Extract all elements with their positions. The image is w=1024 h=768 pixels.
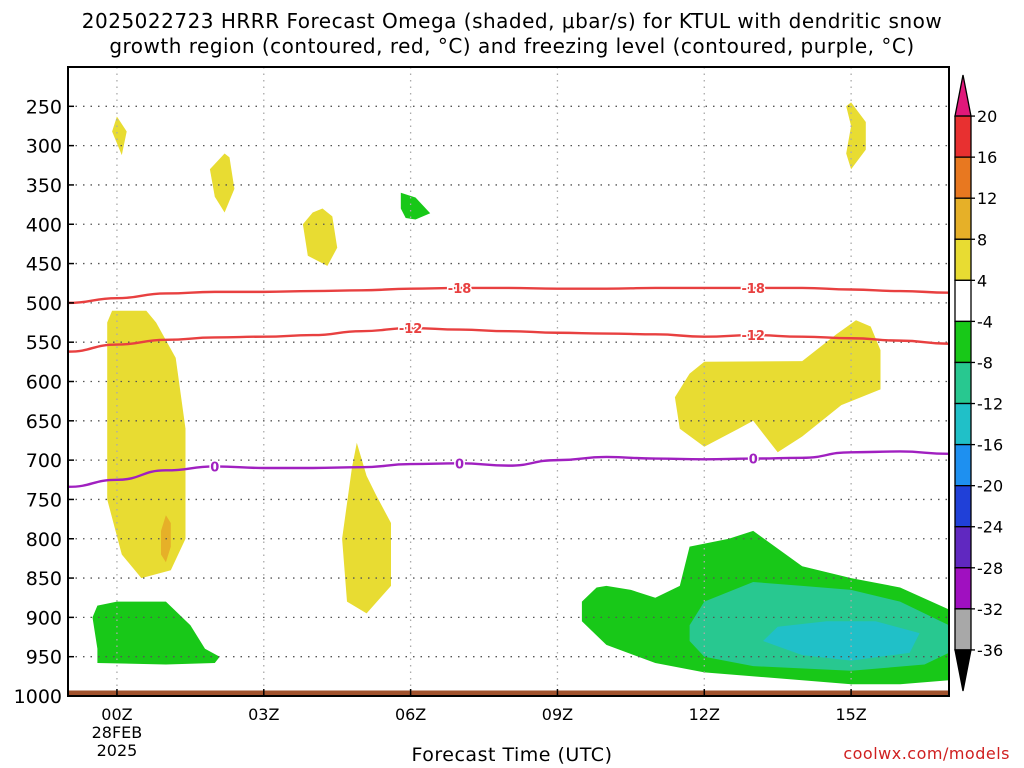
omega-region-2 <box>302 208 338 266</box>
contour-line-2 <box>67 450 950 489</box>
colorbar-label: 4 <box>977 271 987 290</box>
colorbar-segment <box>954 156 972 199</box>
colorbar-segment <box>954 485 972 528</box>
y-tick-label: 300 <box>26 136 62 158</box>
y-tick-label: 1000 <box>14 686 62 708</box>
colorbar-label: -36 <box>977 641 1003 660</box>
ground-surface <box>68 690 949 696</box>
colorbar-label: -24 <box>977 518 1003 537</box>
contour-label: 0 <box>749 453 758 468</box>
colorbar-label: 20 <box>977 107 997 126</box>
colorbar-label: -4 <box>977 312 993 331</box>
y-tick-label: 850 <box>26 568 62 590</box>
y-tick-label: 450 <box>26 254 62 276</box>
colorbar-segment <box>954 320 972 364</box>
x-tick-label: 12Z <box>689 705 720 724</box>
colorbar-label: 16 <box>977 148 997 167</box>
x-tick-year: 2025 <box>97 741 138 760</box>
colorbar-segment <box>954 361 972 405</box>
temperature-contours: -18 -18 -12 -12 0 0 0 <box>67 280 950 489</box>
y-tick-label: 350 <box>26 175 62 197</box>
colorbar-label: -16 <box>977 436 1003 455</box>
colorbar-label: -20 <box>977 477 1003 496</box>
x-tick-label: 00Z <box>101 705 132 724</box>
colorbar-segment <box>954 567 972 610</box>
colorbar-segment <box>954 115 972 158</box>
contour-label: -18 <box>741 282 765 297</box>
colorbar-segment <box>954 526 972 569</box>
omega-region-12 <box>763 621 920 661</box>
x-tick-label: 03Z <box>248 705 279 724</box>
x-axis-label: Forecast Time (UTC) <box>411 744 613 766</box>
y-tick-label: 500 <box>26 293 62 315</box>
x-tick-date: 28FEB <box>92 723 143 742</box>
contour-label: 0 <box>210 460 219 475</box>
colorbar-segment <box>954 238 972 281</box>
x-tick-label: 06Z <box>395 705 426 724</box>
colorbar-segment <box>954 197 972 240</box>
colorbar: 20 16 12 8 4 -4 -8 -12 -16 -20 -24 -28 -32 -36 <box>954 74 1003 692</box>
omega-region-1 <box>209 153 235 213</box>
omega-region-4 <box>107 310 186 579</box>
colorbar-label: -8 <box>977 353 993 372</box>
y-tick-label: 750 <box>26 489 62 511</box>
y-tick-label: 400 <box>26 214 62 236</box>
y-tick-label: 900 <box>26 607 62 629</box>
contour-line-1 <box>67 326 950 353</box>
omega-region-3 <box>846 102 866 170</box>
omega-region-8 <box>92 601 220 665</box>
contour-label: -12 <box>741 329 765 344</box>
y-tick-label: 950 <box>26 647 62 669</box>
y-tick-label: 700 <box>26 450 62 472</box>
colorbar-label: -28 <box>977 559 1003 578</box>
colorbar-segment <box>954 279 972 323</box>
y-tick-label: 550 <box>26 332 62 354</box>
source-credit: coolwx.com/models <box>843 744 1010 763</box>
colorbar-label: 8 <box>977 230 987 249</box>
colorbar-segment <box>954 443 972 487</box>
chart-title-line1: 2025022723 HRRR Forecast Omega (shaded, … <box>81 9 943 33</box>
colorbar-segment <box>954 608 972 651</box>
contour-line-0 <box>67 286 950 305</box>
omega-region-9 <box>400 192 431 220</box>
y-tick-label: 650 <box>26 411 62 433</box>
contour-label: -12 <box>399 322 423 337</box>
colorbar-arrow-top <box>954 74 972 117</box>
contour-label: -18 <box>448 282 472 297</box>
omega-region-5 <box>342 442 391 614</box>
colorbar-segment <box>954 402 972 446</box>
gridlines <box>68 67 949 696</box>
x-tick-label: 09Z <box>542 705 573 724</box>
y-tick-label: 600 <box>26 372 62 394</box>
colorbar-label: -32 <box>977 600 1003 619</box>
y-tick-label: 250 <box>26 96 62 118</box>
y-tick-label: 800 <box>26 529 62 551</box>
omega-region-0 <box>112 116 127 156</box>
colorbar-label: 12 <box>977 189 997 208</box>
chart-title-line2: growth region (contoured, red, °C) and f… <box>109 34 915 58</box>
contour-label: 0 <box>455 457 464 472</box>
colorbar-arrow-bottom <box>954 649 972 692</box>
omega-region-6 <box>674 320 881 453</box>
omega-shaded-regions <box>92 102 949 685</box>
y-axis: 250 300 350 400 450 500 550 600 650 700 750 800 850 9… <box>14 96 74 708</box>
x-tick-label: 15Z <box>835 705 866 724</box>
ground-fill <box>68 690 949 696</box>
colorbar-label: -12 <box>977 395 1003 414</box>
